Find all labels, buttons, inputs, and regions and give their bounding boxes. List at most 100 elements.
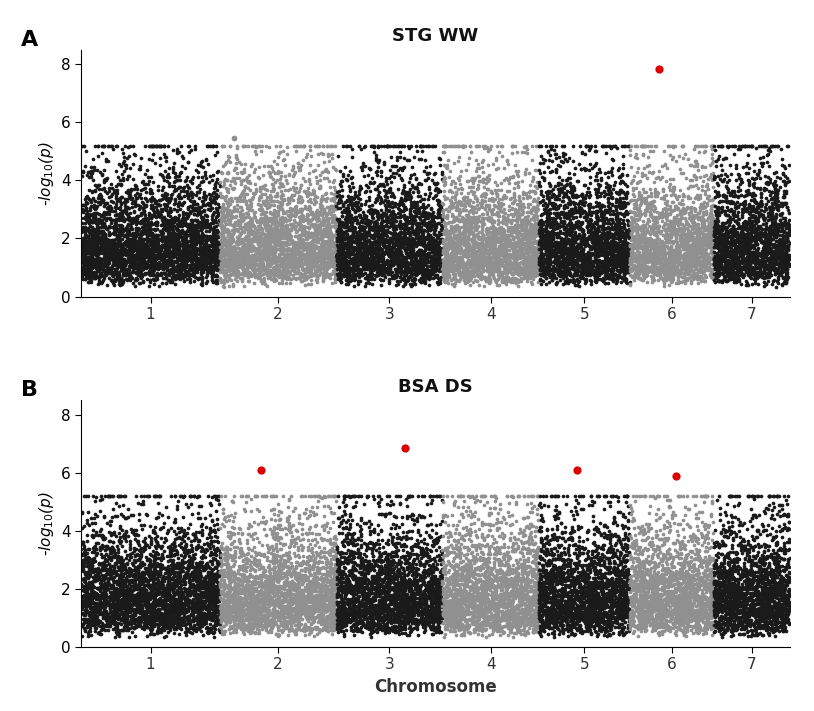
Point (614, 569, 627, 580)
Point (128, 623, 141, 634)
Point (552, 261, 565, 272)
Point (352, 140, 365, 151)
Point (477, 562, 490, 574)
Point (85, 224, 98, 235)
Point (475, 233, 488, 245)
Point (616, 608, 629, 619)
Point (400, 613, 414, 624)
Point (145, 623, 158, 634)
Point (339, 619, 352, 630)
Point (443, 171, 456, 183)
Point (597, 619, 610, 630)
Point (705, 588, 718, 599)
Point (527, 538, 540, 549)
Point (532, 255, 545, 267)
Point (725, 266, 738, 277)
Point (125, 609, 138, 621)
Point (498, 235, 511, 246)
Point (262, 215, 275, 227)
Point (324, 614, 337, 626)
Point (751, 567, 764, 578)
Point (751, 168, 764, 179)
Point (630, 234, 643, 245)
Point (493, 226, 506, 237)
Point (700, 252, 713, 263)
Point (658, 217, 671, 228)
Point (676, 538, 689, 550)
Point (711, 605, 724, 616)
Point (104, 570, 117, 581)
Point (707, 559, 720, 570)
Point (620, 607, 633, 619)
Point (94, 541, 107, 552)
Point (781, 269, 794, 280)
Point (126, 196, 139, 208)
Point (492, 516, 505, 528)
Point (446, 140, 459, 151)
Point (274, 181, 287, 192)
Point (208, 599, 221, 610)
Point (325, 539, 338, 550)
Point (637, 260, 650, 271)
Point (743, 267, 756, 279)
Point (659, 619, 672, 631)
Point (384, 213, 397, 225)
Point (149, 218, 162, 230)
Point (594, 261, 607, 272)
Point (545, 231, 558, 242)
Point (260, 217, 274, 228)
Point (188, 258, 201, 269)
Point (506, 602, 519, 613)
Point (302, 555, 315, 567)
Point (729, 511, 742, 523)
Point (629, 584, 642, 596)
Point (188, 571, 201, 582)
Point (504, 262, 517, 273)
Point (344, 241, 357, 252)
Point (85, 588, 98, 599)
Point (353, 611, 366, 623)
Point (725, 185, 738, 196)
Point (376, 178, 389, 190)
Point (98, 569, 112, 580)
Point (597, 609, 610, 621)
Point (403, 576, 416, 587)
Point (666, 579, 679, 591)
Point (232, 225, 245, 236)
Point (162, 576, 175, 587)
Point (400, 155, 414, 166)
Point (87, 193, 100, 205)
Point (597, 615, 610, 626)
Point (236, 255, 249, 267)
Point (555, 572, 568, 584)
Point (359, 267, 372, 279)
Point (209, 216, 222, 228)
Point (636, 589, 649, 601)
Point (308, 268, 321, 279)
Point (90, 262, 103, 274)
Point (699, 260, 712, 272)
Point (221, 246, 234, 257)
Point (745, 140, 758, 151)
Point (418, 215, 431, 226)
Point (177, 196, 190, 207)
Point (599, 269, 612, 281)
Point (681, 261, 694, 272)
Point (429, 562, 442, 574)
Point (707, 214, 720, 225)
Point (539, 268, 552, 279)
Point (94, 589, 107, 601)
Point (498, 597, 511, 609)
Point (442, 205, 455, 217)
Point (84, 603, 97, 614)
Point (619, 274, 632, 285)
Point (620, 277, 633, 289)
Point (317, 243, 330, 255)
Point (217, 281, 230, 292)
Point (333, 612, 346, 624)
Point (222, 590, 235, 602)
Point (355, 220, 368, 232)
Point (300, 597, 313, 609)
Point (540, 255, 553, 266)
Point (681, 237, 694, 249)
